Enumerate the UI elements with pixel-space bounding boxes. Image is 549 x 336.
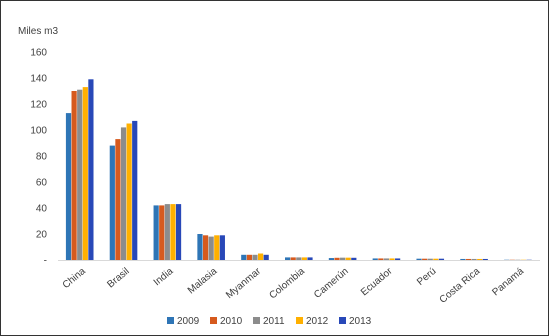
bar-2013-8 — [438, 258, 445, 260]
legend-label-2013: 2013 — [349, 316, 372, 327]
bar-2012-9 — [477, 258, 483, 260]
bar-2009-5 — [285, 257, 291, 260]
bar-2009-0 — [65, 113, 72, 260]
y-tick-label: 60 — [36, 178, 48, 189]
y-tick-label: 100 — [30, 126, 47, 137]
y-tick-label: 140 — [30, 74, 47, 85]
bar-2011-5 — [296, 257, 302, 260]
bar-2012-2 — [170, 204, 176, 260]
bar-2013-1 — [132, 120, 138, 261]
bar-2013-9 — [482, 258, 488, 260]
x-category-label: Perú — [415, 266, 438, 288]
bars-layer — [65, 79, 532, 261]
legend-label-2010: 2010 — [220, 316, 243, 327]
bar-2013-2 — [175, 204, 182, 260]
legend-label-2011: 2011 — [263, 316, 285, 327]
legend-label-2012: 2012 — [306, 316, 329, 327]
bar-2012-7 — [389, 258, 395, 260]
legend-layer: 2009 2010 2011 2012 2013 — [167, 316, 372, 327]
legend-swatch-2010 — [210, 317, 217, 324]
x-category-label: Costa Rica — [438, 266, 483, 306]
bar-2011-6 — [340, 257, 346, 260]
x-category-label: Ecuador — [359, 265, 395, 298]
bar-2012-4 — [257, 253, 264, 260]
bar-2012-8 — [433, 258, 439, 260]
legend-swatch-2011 — [253, 317, 260, 324]
bar-2011-4 — [252, 254, 258, 260]
bar-2010-1 — [115, 139, 121, 260]
bar-2013-0 — [88, 79, 94, 260]
bar-2011-3 — [208, 236, 214, 260]
y-tick-label: 120 — [30, 100, 47, 111]
bar-2011-9 — [471, 258, 477, 260]
bar-2011-2 — [164, 204, 170, 260]
bar-2013-6 — [351, 257, 357, 260]
bar-2012-1 — [126, 123, 132, 260]
bar-2010-9 — [465, 258, 472, 260]
y-axis-unit-label: Miles m3 — [18, 26, 58, 37]
x-category-label: India — [152, 266, 176, 289]
bar-2010-6 — [334, 257, 340, 260]
bar-2011-1 — [120, 127, 127, 261]
y-tick-label: 160 — [30, 48, 47, 59]
x-category-label: Malasia — [186, 266, 220, 297]
bar-2009-4 — [241, 254, 247, 260]
bar-2013-5 — [307, 257, 313, 260]
bar-2012-0 — [82, 87, 88, 260]
x-category-label: Camerún — [312, 266, 351, 301]
bar-2012-3 — [214, 235, 220, 260]
x-category-label: Panamá — [490, 266, 526, 299]
bar-2010-0 — [71, 91, 77, 260]
legend-swatch-2013 — [339, 317, 346, 324]
bar-2012-5 — [301, 257, 307, 260]
bar-2011-7 — [383, 258, 390, 260]
legend-label-2009: 2009 — [177, 316, 200, 327]
y-tick-label: - — [44, 256, 47, 267]
x-category-label: Brasil — [105, 266, 131, 291]
bar-2012-6 — [345, 257, 351, 260]
bar-2009-1 — [109, 145, 115, 260]
bar-2009-3 — [197, 234, 203, 260]
bar-2010-3 — [202, 235, 209, 260]
bar-2009-7 — [372, 258, 378, 260]
bar-2010-5 — [290, 257, 296, 260]
x-category-label: Colombia — [267, 266, 307, 302]
bar-2010-8 — [422, 258, 428, 260]
y-tick-label: 80 — [36, 152, 48, 163]
bar-2009-8 — [416, 258, 422, 260]
y-tick-label: 40 — [36, 204, 48, 215]
y-tick-label: 20 — [36, 230, 48, 241]
x-category-label: Myanmar — [224, 265, 264, 301]
bar-2009-6 — [328, 258, 335, 260]
labels-layer: Miles m3 - 20 40 60 80 100 120 140 160 China Brasil… — [18, 26, 526, 306]
bar-2013-4 — [263, 254, 269, 260]
bar-2009-2 — [153, 205, 159, 260]
x-category-label: China — [61, 266, 88, 292]
legend-swatch-2009 — [167, 317, 174, 324]
bar-2013-3 — [219, 235, 225, 260]
bar-2013-7 — [395, 258, 401, 260]
bar-2010-4 — [246, 254, 252, 260]
bar-2011-0 — [77, 89, 83, 260]
legend-swatch-2012 — [296, 317, 303, 324]
bar-2010-2 — [159, 205, 165, 260]
bar-2010-7 — [378, 258, 384, 260]
bar-2011-8 — [427, 258, 433, 260]
bar-2009-9 — [460, 258, 466, 260]
